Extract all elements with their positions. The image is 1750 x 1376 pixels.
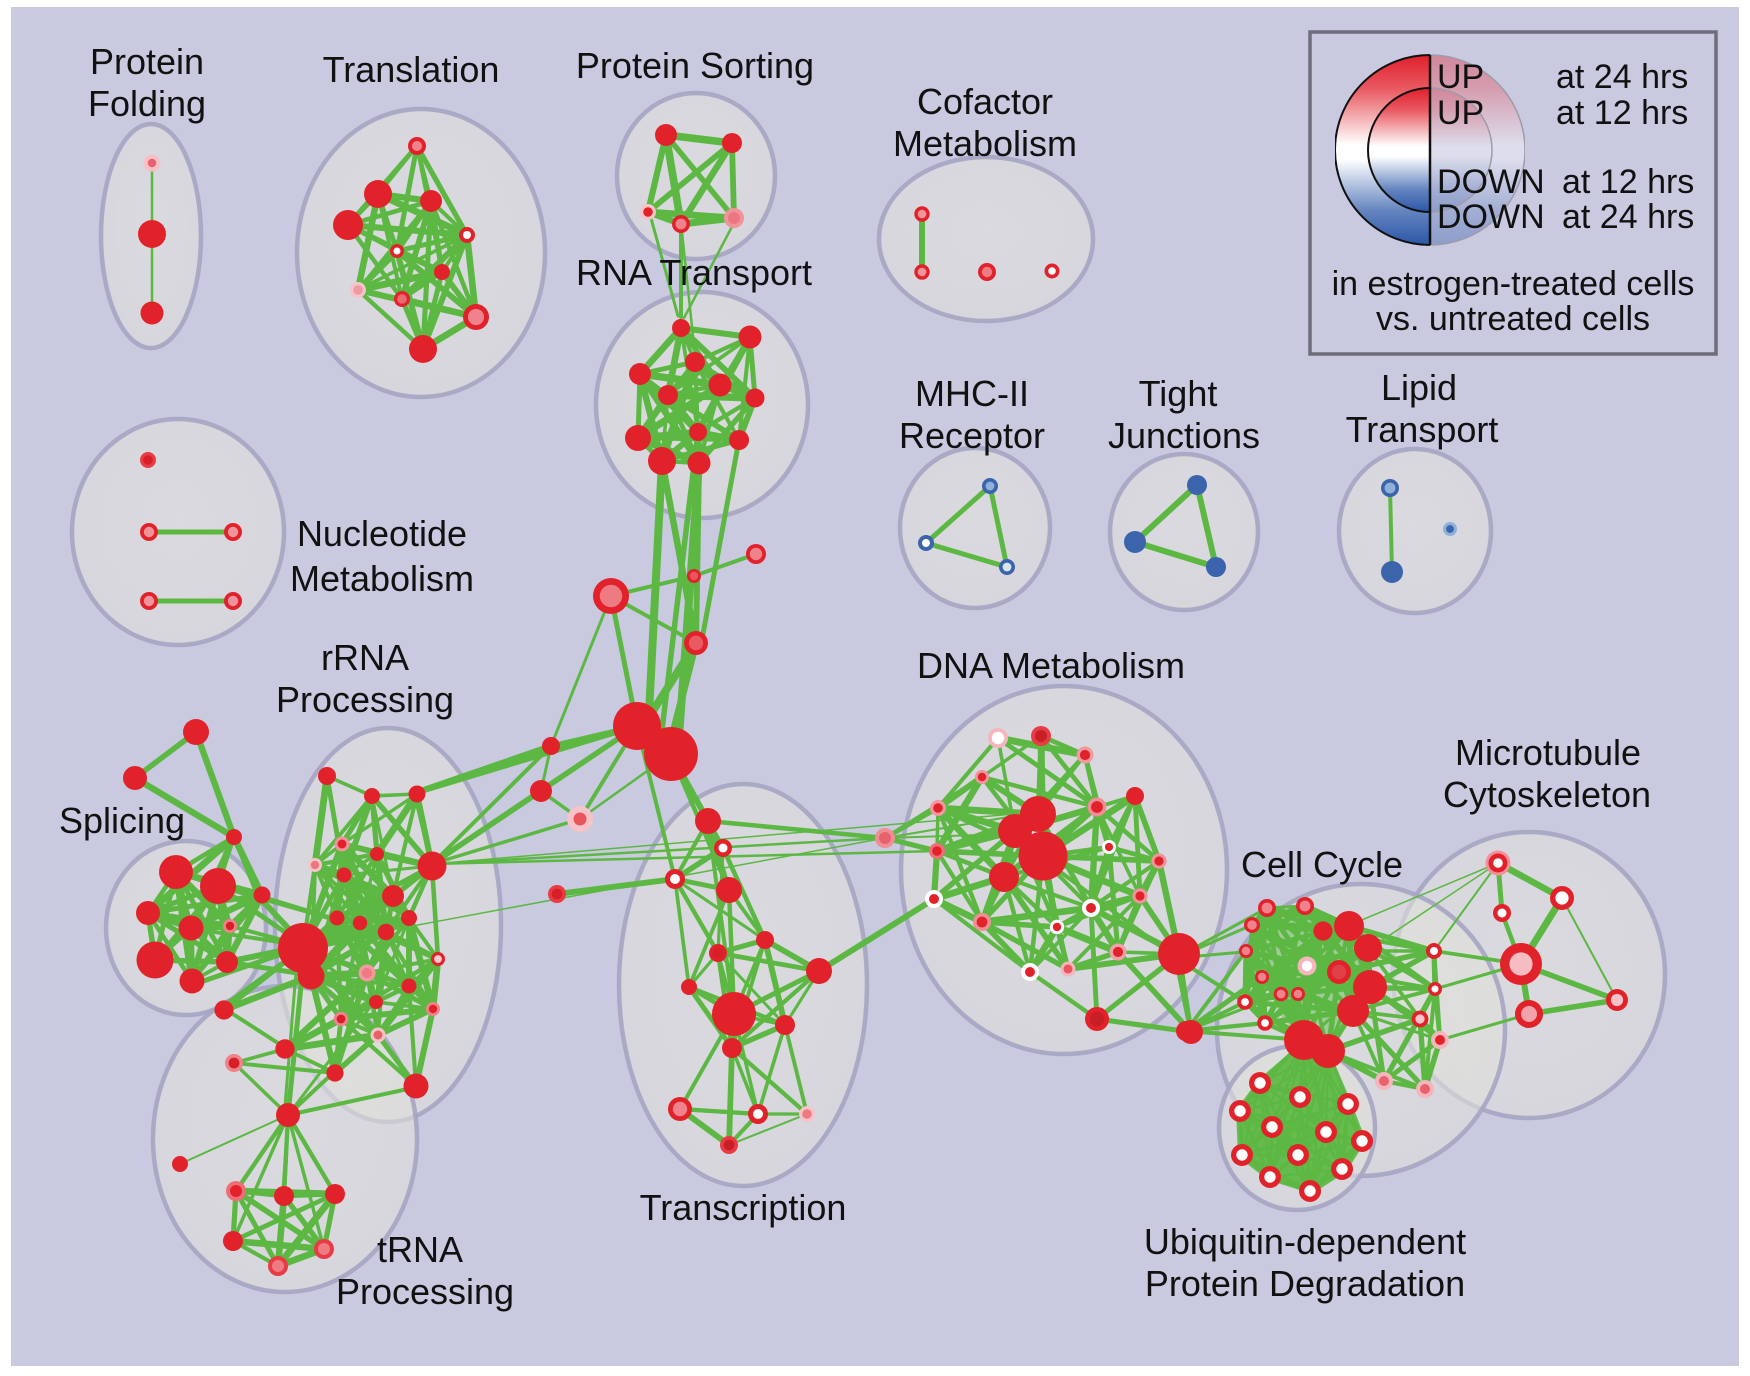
svg-text:DNA Metabolism: DNA Metabolism xyxy=(917,645,1185,686)
svg-text:in estrogen-treated cells: in estrogen-treated cells xyxy=(1332,265,1695,303)
svg-text:Processing: Processing xyxy=(336,1271,514,1312)
svg-text:at 24 hrs: at 24 hrs xyxy=(1562,198,1694,236)
svg-text:at 12 hrs: at 12 hrs xyxy=(1562,163,1694,201)
svg-text:Lipid: Lipid xyxy=(1381,367,1457,408)
svg-text:MHC-II: MHC-II xyxy=(915,373,1029,414)
svg-text:Cell Cycle: Cell Cycle xyxy=(1241,844,1403,885)
svg-text:Splicing: Splicing xyxy=(59,800,185,841)
svg-text:rRNA: rRNA xyxy=(321,637,409,678)
svg-text:Protein Sorting: Protein Sorting xyxy=(576,45,814,86)
svg-text:Nucleotide: Nucleotide xyxy=(297,513,467,554)
svg-text:Microtubule: Microtubule xyxy=(1455,732,1641,773)
svg-text:UP: UP xyxy=(1437,94,1484,132)
svg-text:Ubiquitin-dependent: Ubiquitin-dependent xyxy=(1144,1221,1466,1262)
svg-text:vs. untreated cells: vs. untreated cells xyxy=(1376,300,1650,338)
svg-text:DOWN: DOWN xyxy=(1437,198,1545,236)
svg-text:Cytoskeleton: Cytoskeleton xyxy=(1443,774,1651,815)
svg-text:Protein: Protein xyxy=(90,41,204,82)
svg-text:Cofactor: Cofactor xyxy=(917,81,1053,122)
svg-text:Receptor: Receptor xyxy=(899,415,1045,456)
svg-text:at 24 hrs: at 24 hrs xyxy=(1556,58,1688,96)
svg-text:Translation: Translation xyxy=(323,49,500,90)
svg-text:Protein Degradation: Protein Degradation xyxy=(1145,1263,1465,1304)
svg-text:UP: UP xyxy=(1437,58,1484,96)
svg-text:Transport: Transport xyxy=(1346,409,1499,450)
svg-text:RNA Transport: RNA Transport xyxy=(576,252,812,293)
svg-text:Metabolism: Metabolism xyxy=(290,558,474,599)
svg-text:Transcription: Transcription xyxy=(640,1187,847,1228)
svg-text:Metabolism: Metabolism xyxy=(893,123,1077,164)
svg-text:Processing: Processing xyxy=(276,679,454,720)
svg-text:Tight: Tight xyxy=(1139,373,1218,414)
svg-text:at 12 hrs: at 12 hrs xyxy=(1556,94,1688,132)
svg-text:DOWN: DOWN xyxy=(1437,163,1545,201)
svg-text:Junctions: Junctions xyxy=(1108,415,1260,456)
svg-text:tRNA: tRNA xyxy=(377,1229,463,1270)
svg-text:Folding: Folding xyxy=(88,83,206,124)
